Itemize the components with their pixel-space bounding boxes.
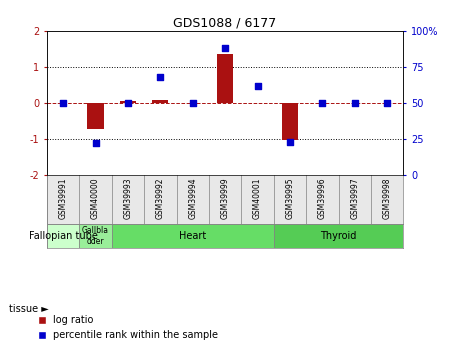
Text: Heart: Heart (179, 231, 206, 241)
Text: tissue ►: tissue ► (9, 304, 49, 314)
Bar (152, 100, 168, 103)
Text: GSM39995: GSM39995 (286, 177, 295, 219)
Bar (120, 101, 136, 103)
Text: GSM39993: GSM39993 (123, 177, 132, 219)
Point (92, 140, 99, 146)
FancyBboxPatch shape (112, 224, 274, 248)
Text: Fallopian tube: Fallopian tube (29, 231, 98, 241)
Point (221, 46, 229, 51)
Text: Thyroid: Thyroid (320, 231, 357, 241)
Point (157, 74, 164, 80)
Text: GSM39994: GSM39994 (188, 177, 197, 219)
Text: GSM40001: GSM40001 (253, 177, 262, 218)
Text: GSM40000: GSM40000 (91, 177, 100, 219)
Legend: log ratio, percentile rank within the sample: log ratio, percentile rank within the sa… (38, 315, 218, 340)
Point (189, 100, 197, 106)
Text: GSM39997: GSM39997 (350, 177, 359, 219)
FancyBboxPatch shape (79, 224, 112, 248)
Text: GSM39996: GSM39996 (318, 177, 327, 219)
Point (318, 100, 326, 106)
Point (124, 100, 132, 106)
Text: GSM39999: GSM39999 (220, 177, 230, 219)
Point (254, 83, 261, 88)
Text: Gallbla
dder: Gallbla dder (82, 226, 109, 246)
Point (383, 100, 391, 106)
Text: GSM39992: GSM39992 (156, 177, 165, 218)
Text: GSM39991: GSM39991 (59, 177, 68, 218)
Bar (282, 103, 298, 140)
Text: GSM39998: GSM39998 (383, 177, 392, 218)
Point (286, 139, 294, 144)
FancyBboxPatch shape (47, 224, 79, 248)
Title: GDS1088 / 6177: GDS1088 / 6177 (174, 17, 277, 30)
Bar (87, 103, 104, 129)
FancyBboxPatch shape (274, 224, 403, 248)
Point (60, 100, 67, 106)
Bar (217, 55, 233, 103)
Point (351, 100, 358, 106)
